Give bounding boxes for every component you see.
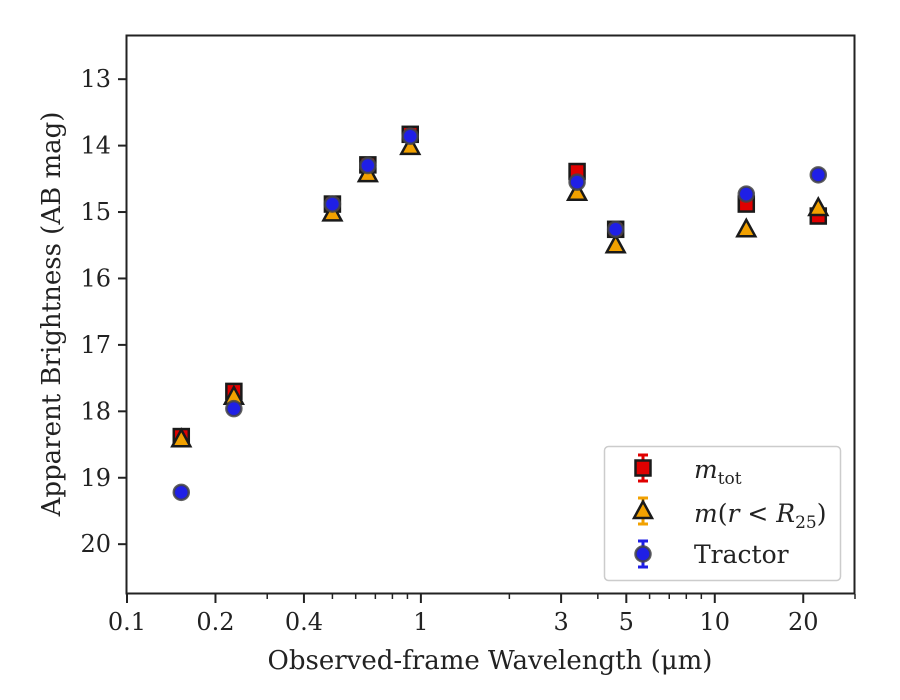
circle-marker (568, 173, 586, 191)
x-tick-label: 1 (413, 608, 428, 636)
circle-marker (401, 127, 419, 146)
circle-marker (606, 220, 625, 239)
circle-marker (809, 166, 828, 184)
y-tick-label: 20 (80, 530, 111, 558)
x-tick-label: 3 (553, 608, 568, 636)
legend-triangle-marker (631, 498, 655, 520)
x-tick-label: 20 (788, 608, 819, 636)
triangle-marker (735, 217, 758, 238)
series-0 (172, 125, 828, 446)
x-tick-label: 0.2 (196, 608, 234, 636)
plot-frame (125, 34, 856, 595)
circle-marker (323, 195, 342, 213)
x-tick-label: 5 (619, 608, 634, 636)
triangle-marker (565, 180, 589, 202)
x-tick-label: 10 (700, 608, 731, 636)
x-axis-title: Observed-frame Wavelength (μm) (268, 646, 713, 676)
circle-marker (737, 185, 756, 203)
circle-marker (225, 399, 243, 418)
legend-label-tractor: Tractor (694, 540, 789, 569)
triangle-marker (604, 233, 627, 254)
triangle-marker (170, 427, 193, 448)
y-tick-label: 15 (80, 198, 111, 226)
y-tick-label: 18 (80, 397, 111, 425)
x-tick-label: 0.4 (285, 608, 323, 636)
data-markers (170, 125, 830, 502)
circle-marker (359, 156, 377, 175)
legend-markers (631, 453, 655, 569)
legend-square-marker (634, 459, 652, 477)
y-tick-label: 13 (80, 65, 111, 93)
x-tick-label: 0.1 (108, 608, 146, 636)
triangle-marker (399, 134, 422, 156)
legend-label-m-r25: m(r < R25) (694, 499, 827, 533)
y-tick-label: 17 (80, 331, 111, 359)
y-tick-label: 19 (80, 464, 111, 492)
legend-box (603, 445, 842, 582)
series-2 (172, 127, 828, 502)
series-1 (170, 134, 830, 448)
legend-circle-marker (634, 545, 652, 563)
circle-marker (172, 483, 191, 502)
y-tick-label: 16 (80, 264, 111, 292)
y-axis-title: Apparent Brightness (AB mag) (37, 112, 67, 518)
triangle-marker (807, 195, 830, 217)
legend: mtot m(r < R25) Tractor (603, 445, 842, 582)
y-tick-label: 14 (80, 132, 111, 160)
